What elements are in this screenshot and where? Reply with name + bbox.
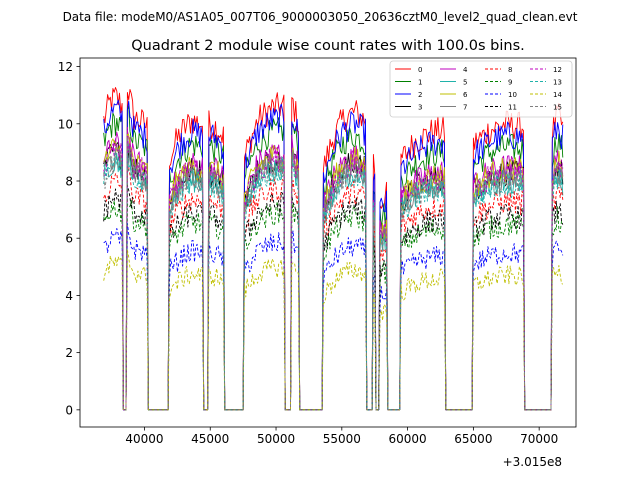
y-tick-label: 8 [65, 175, 73, 189]
x-offset-label: +3.015e8 [503, 455, 562, 469]
y-tick-label: 10 [58, 117, 73, 131]
x-tick-label: 50000 [257, 432, 295, 446]
series-line-1 [103, 105, 564, 411]
y-tick-label: 4 [65, 289, 73, 303]
chart-suptitle: Data file: modeM0/AS1A05_007T06_90000030… [63, 10, 578, 24]
series-line-14 [103, 249, 564, 411]
series-line-10 [103, 222, 564, 411]
x-tick-label: 45000 [191, 432, 229, 446]
y-tick-label: 12 [58, 60, 73, 74]
series-line-13 [103, 150, 564, 411]
legend-label-10: 10 [508, 91, 517, 99]
legend-box [389, 60, 573, 118]
x-tick-label: 65000 [454, 432, 492, 446]
legend-label-11: 11 [508, 104, 517, 112]
series-layer [103, 87, 564, 411]
x-tick-label: 40000 [125, 432, 163, 446]
axes: 40000 45000 50000 55000 60000 65000 70000 0 2 4 6 8… [58, 57, 577, 446]
series-line-15 [103, 136, 564, 411]
legend-label-12: 12 [553, 66, 562, 74]
legend-label-7: 7 [463, 104, 467, 112]
y-tick-label: 6 [65, 232, 73, 246]
y-tick-label: 2 [65, 346, 73, 360]
legend-label-1: 1 [418, 79, 422, 87]
series-line-11 [103, 184, 564, 411]
legend-label-15: 15 [553, 104, 562, 112]
legend-label-5: 5 [463, 79, 467, 87]
legend-label-0: 0 [418, 66, 422, 74]
series-line-0 [103, 87, 564, 411]
legend-label-3: 3 [418, 104, 422, 112]
legend-label-4: 4 [463, 66, 468, 74]
legend-label-14: 14 [553, 91, 562, 99]
series-line-4 [103, 129, 564, 411]
legend-label-2: 2 [418, 91, 422, 99]
plot-frame [79, 57, 577, 428]
legend-label-6: 6 [463, 91, 468, 99]
y-tick-label: 0 [65, 403, 73, 417]
series-line-9 [103, 199, 564, 411]
chart-title: Quadrant 2 module wise count rates with … [131, 38, 525, 54]
x-tick-label: 70000 [520, 432, 558, 446]
series-line-2 [103, 99, 564, 411]
legend-label-9: 9 [508, 79, 512, 87]
x-tick-label: 60000 [389, 432, 427, 446]
series-line-8 [103, 166, 564, 411]
legend-label-13: 13 [553, 79, 562, 87]
x-tick-label: 55000 [323, 432, 361, 446]
legend-label-8: 8 [508, 66, 512, 74]
